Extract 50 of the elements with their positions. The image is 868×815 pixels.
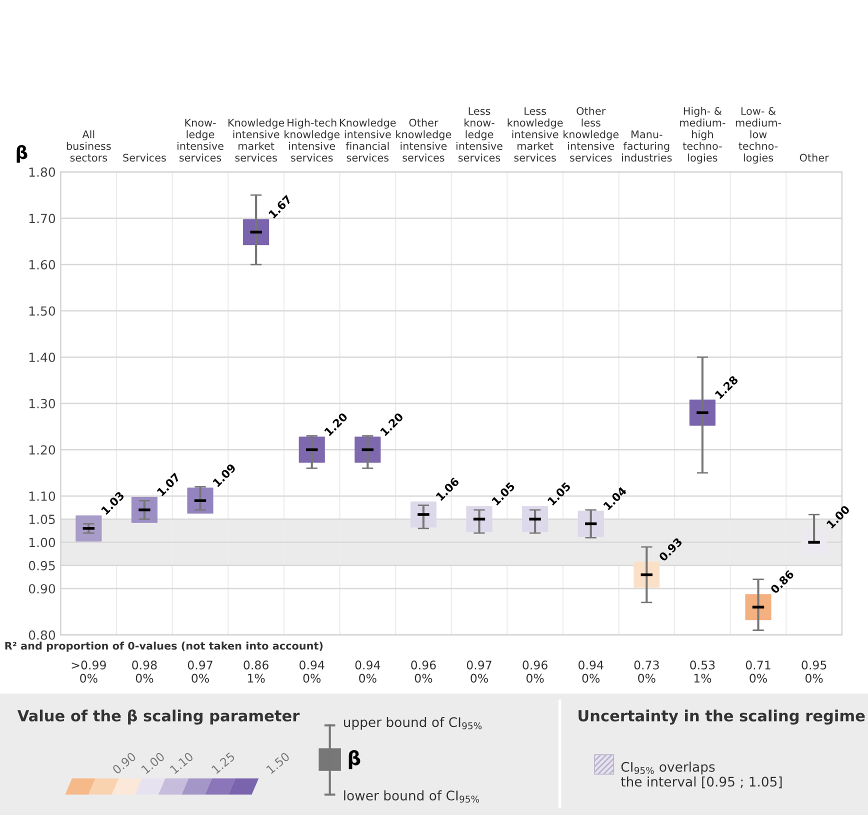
text: 0.53 1%	[690, 660, 715, 683]
text: 0.95 0%	[802, 660, 826, 683]
text: 0.97 0%	[188, 660, 212, 683]
y-tick-label: 1.60	[29, 260, 56, 270]
text: 0.94 0%	[578, 660, 604, 683]
text: CI$_{95%}$ overlaps the interval [0.95 ; 1.05]	[620, 762, 782, 788]
text: Value of the β scaling parameter	[17, 709, 300, 725]
x-tick-label: High- & medium- high techno- logies	[680, 106, 726, 164]
text: 0.96 0%	[411, 660, 436, 683]
text: lower bound of CI$_{95%}$	[344, 790, 480, 803]
x-tick-label: Other knowledge intensive services	[396, 118, 452, 162]
text: 0.86 1%	[244, 660, 268, 683]
text: 0.73 0%	[634, 660, 659, 683]
text: Uncertainty in the scaling regime	[578, 710, 865, 725]
text: β	[348, 750, 360, 770]
text: 0.98 0%	[132, 660, 157, 683]
y-tick-label: 0.95	[28, 560, 55, 570]
y-tick-label: 1.50	[29, 306, 56, 316]
text: 0.97 0%	[466, 660, 492, 683]
x-tick-label: Low- & medium- low techno- logies	[736, 107, 782, 164]
text: upper bound of CI$_{95%}$	[344, 716, 482, 730]
x-tick-label: High-tech knowledge intensive services	[284, 118, 340, 162]
y-tick-label: 1.40	[29, 352, 56, 362]
y-axis-title: β	[16, 144, 28, 163]
y-tick-label: 1.10	[29, 491, 56, 501]
y-tick-label: 1.30	[29, 398, 56, 408]
y-tick-label: 0.80	[28, 630, 56, 640]
x-tick-label: Less know- ledge intensive services	[456, 107, 502, 162]
x-tick-label: Knowledge intensive financial services	[340, 118, 396, 162]
x-tick-label: Less knowledge intensive market services	[508, 107, 563, 162]
y-tick-label: 1.20	[29, 445, 56, 455]
x-tick-label: Services	[123, 154, 166, 162]
text: R² and proportion of 0-values (not taken into account)	[5, 642, 323, 652]
y-tick-label: 1.00	[29, 538, 56, 548]
y-tick-label: 1.05	[29, 514, 55, 524]
text: 0.94 0%	[355, 660, 380, 683]
text: 0.94 0%	[299, 660, 324, 683]
y-tick-label: 1.70	[29, 214, 56, 224]
point	[801, 529, 828, 556]
x-tick-label: Manu- facturing industries	[622, 130, 672, 162]
text: >0.99 0%	[72, 660, 106, 683]
x-tick-label: Knowledge intensive market services	[228, 118, 284, 162]
text: 0.71 0%	[746, 660, 770, 683]
x-tick-label: All business sectors	[66, 130, 111, 162]
x-tick-label: Other	[800, 154, 829, 162]
x-tick-label: Other less knowledge intensive services	[564, 106, 619, 162]
y-tick-label: 1.80	[29, 167, 56, 177]
y-tick-label: 0.90	[28, 584, 56, 594]
text: 0.96 0%	[522, 660, 548, 683]
x-tick-label: Know- ledge intensive services	[178, 118, 224, 162]
